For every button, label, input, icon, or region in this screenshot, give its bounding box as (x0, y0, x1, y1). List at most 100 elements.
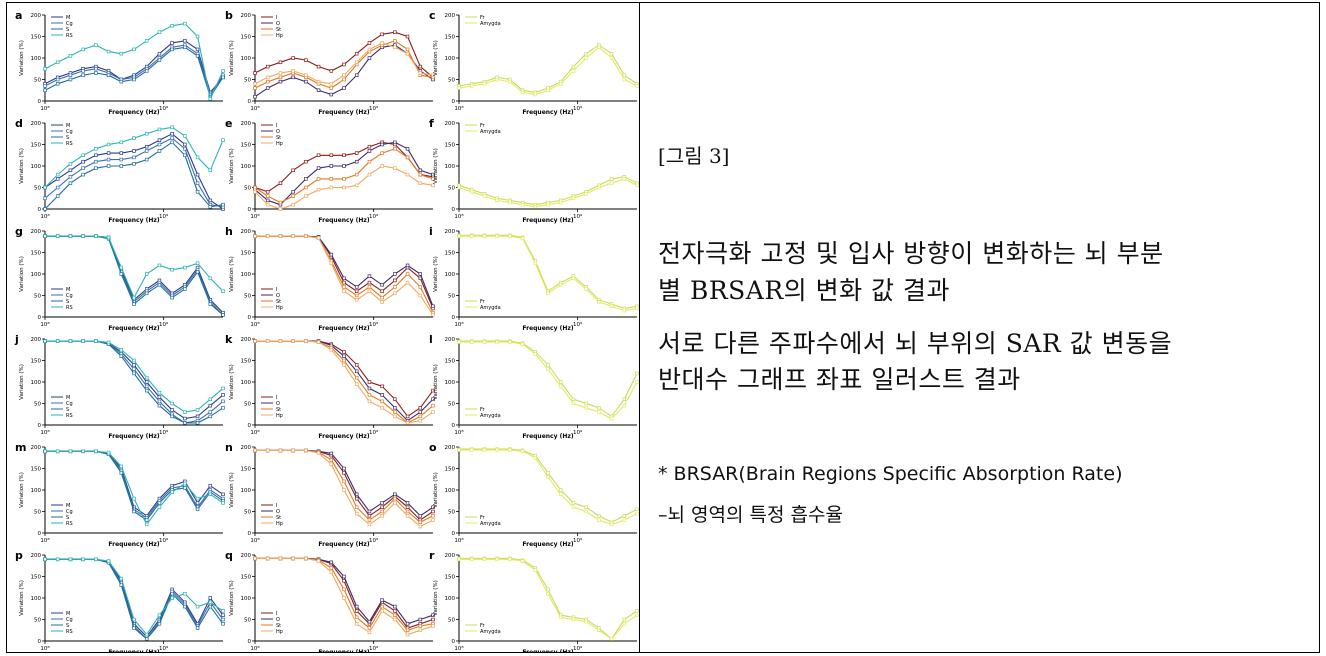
data-point (393, 147, 397, 151)
data-point (635, 613, 639, 617)
data-point (208, 596, 213, 600)
data-point (316, 187, 321, 192)
data-point (393, 501, 397, 505)
data-point (278, 71, 283, 75)
y-tick-label: 150 (31, 359, 42, 365)
data-point (329, 566, 334, 570)
y-tick-label: 50 (34, 510, 41, 516)
x-tick-label: 10⁸ (40, 213, 50, 220)
legend-label: Hp (276, 141, 283, 147)
data-point (508, 234, 512, 238)
data-point (342, 574, 346, 579)
data-point (508, 557, 512, 562)
data-point (291, 234, 295, 238)
data-point (253, 339, 257, 343)
data-point (144, 632, 149, 637)
data-point (304, 194, 308, 198)
data-point (354, 285, 359, 289)
data-point (495, 448, 499, 452)
data-point (635, 84, 639, 88)
data-point (278, 556, 283, 561)
y-tick-label: 150 (445, 467, 456, 473)
y-tick-label: 200 (31, 445, 42, 451)
data-point (183, 591, 187, 596)
data-point (354, 369, 359, 374)
data-point (265, 339, 270, 343)
y-tick-label: 150 (31, 251, 42, 257)
data-point (609, 177, 614, 181)
data-point (405, 514, 410, 518)
y-tick-label: 150 (241, 575, 252, 581)
x-tick-label: 10⁹ (573, 321, 582, 328)
data-point (278, 200, 283, 205)
data-point (405, 421, 410, 425)
legend-label: Hp (276, 521, 283, 527)
y-tick-label: 100 (445, 272, 456, 278)
data-point (584, 401, 588, 406)
data-point (342, 596, 346, 600)
data-point (329, 462, 334, 466)
panel-letter: p (15, 549, 23, 562)
data-point (393, 613, 397, 617)
x-tick-label: 10⁸ (454, 321, 464, 328)
data-point (609, 522, 614, 527)
x-tick-label: 10⁹ (369, 105, 378, 112)
data-point (278, 448, 283, 453)
panel-letter: g (15, 225, 23, 238)
y-tick-label: 50 (244, 618, 251, 624)
data-point (367, 41, 372, 45)
y-tick-label: 0 (38, 207, 42, 213)
data-point (265, 234, 270, 238)
data-point (144, 149, 149, 153)
legend-label: Cg (66, 617, 73, 623)
data-point (342, 280, 346, 285)
panel-letter: b (225, 9, 233, 22)
data-point (157, 403, 162, 408)
data-point (132, 367, 136, 371)
data-point (584, 406, 588, 410)
data-point (405, 147, 410, 151)
y-tick-label: 100 (241, 56, 252, 62)
data-point (354, 604, 359, 609)
data-point (144, 518, 149, 522)
data-point (533, 568, 538, 572)
data-point (482, 448, 487, 452)
data-point (183, 45, 187, 49)
data-point (354, 51, 359, 56)
series-line-St (255, 557, 434, 631)
data-point (546, 88, 550, 92)
data-point (94, 234, 98, 238)
data-point (558, 492, 563, 497)
data-point (316, 340, 321, 344)
data-point (304, 556, 308, 561)
data-point (221, 202, 225, 207)
data-point (221, 613, 225, 617)
data-point (132, 77, 136, 82)
data-point (55, 185, 60, 190)
data-point (157, 622, 162, 626)
data-point (157, 391, 162, 395)
data-point (354, 289, 359, 293)
data-point (316, 88, 321, 92)
y-tick-label: 200 (445, 229, 456, 235)
data-point (405, 509, 410, 514)
y-tick-label: 0 (248, 315, 252, 321)
data-point (265, 86, 270, 90)
data-point (43, 196, 47, 201)
data-point (533, 92, 538, 97)
x-axis-label: Frequency (Hz) (318, 541, 369, 548)
data-point (418, 624, 423, 628)
data-point (144, 637, 149, 641)
data-point (221, 399, 225, 404)
data-point (291, 75, 295, 80)
data-point (457, 340, 461, 344)
data-point (469, 340, 474, 344)
data-point (393, 397, 397, 401)
y-tick-label: 50 (34, 294, 41, 300)
data-point (584, 505, 588, 509)
data-point (367, 144, 372, 149)
panel-letter: o (429, 441, 437, 454)
data-point (132, 617, 136, 622)
